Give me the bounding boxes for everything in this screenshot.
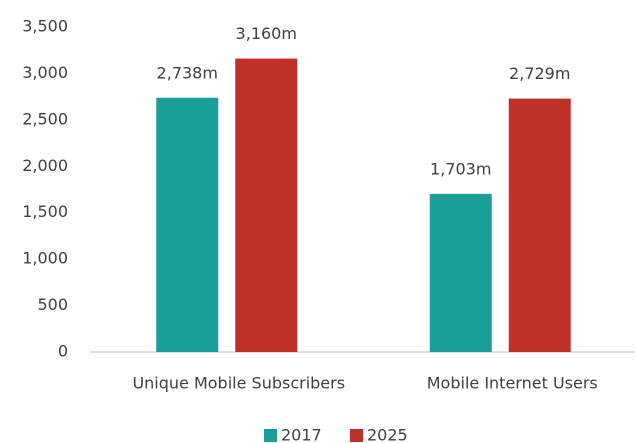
x-tick-label: Mobile Internet Users xyxy=(427,374,598,393)
y-tick-label: 3,000 xyxy=(22,63,68,82)
y-tick-label: 1,000 xyxy=(22,249,68,268)
bar xyxy=(429,193,492,352)
legend-swatch xyxy=(350,429,363,442)
y-tick-label: 1,500 xyxy=(22,202,68,221)
data-label: 2,729m xyxy=(509,64,570,83)
legend-swatch xyxy=(264,429,277,442)
bar xyxy=(235,58,298,352)
data-label: 2,738m xyxy=(157,63,218,82)
x-tick-label: Unique Mobile Subscribers xyxy=(132,374,345,393)
y-tick-label: 500 xyxy=(37,295,68,314)
y-tick-label: 0 xyxy=(58,342,68,361)
bar xyxy=(156,97,219,352)
y-tick-label: 3,500 xyxy=(22,17,68,36)
legend-label: 2025 xyxy=(367,426,408,443)
data-label: 3,160m xyxy=(236,24,297,43)
y-tick-label: 2,500 xyxy=(22,109,68,128)
y-tick-label: 2,000 xyxy=(22,156,68,175)
legend-label: 2017 xyxy=(281,426,322,443)
data-label: 1,703m xyxy=(430,159,491,178)
bar xyxy=(508,98,571,352)
